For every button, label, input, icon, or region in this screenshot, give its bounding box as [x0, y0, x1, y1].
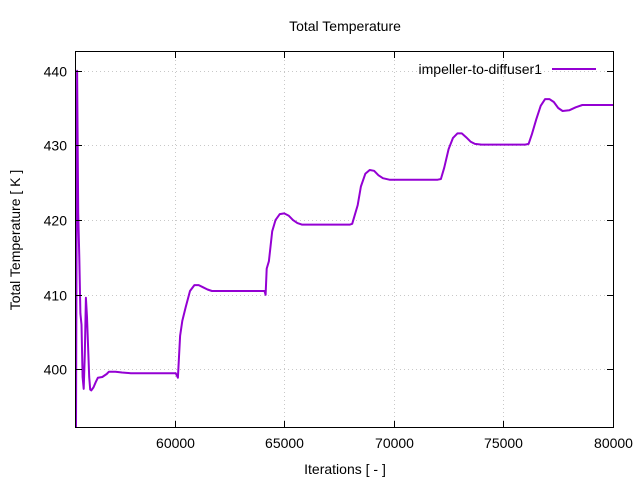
legend-label: impeller-to-diffuser1 [419, 61, 543, 77]
legend: impeller-to-diffuser1 [419, 61, 596, 77]
y-tick-label: 400 [44, 362, 68, 378]
chart-title: Total Temperature [289, 18, 401, 34]
x-tick-label: 60000 [156, 435, 195, 451]
x-tick-label: 75000 [484, 435, 523, 451]
y-tick-label: 410 [44, 288, 68, 304]
x-tick-label: 65000 [265, 435, 304, 451]
y-tick-label: 420 [44, 213, 68, 229]
grid [76, 52, 614, 427]
ticks: 60000 65000 70000 75000 80000 400 410 420 430 440 [44, 52, 633, 451]
x-tick-label: 70000 [375, 435, 414, 451]
y-axis-label: Total Temperature [ K ] [7, 170, 23, 311]
y-tick-label: 430 [44, 138, 68, 154]
plot-frame [75, 51, 614, 428]
series-line [75, 69, 613, 428]
series-layer [75, 69, 613, 428]
x-tick-label: 80000 [594, 435, 633, 451]
y-tick-label: 440 [44, 64, 68, 80]
x-axis-label: Iterations [ - ] [304, 461, 386, 477]
